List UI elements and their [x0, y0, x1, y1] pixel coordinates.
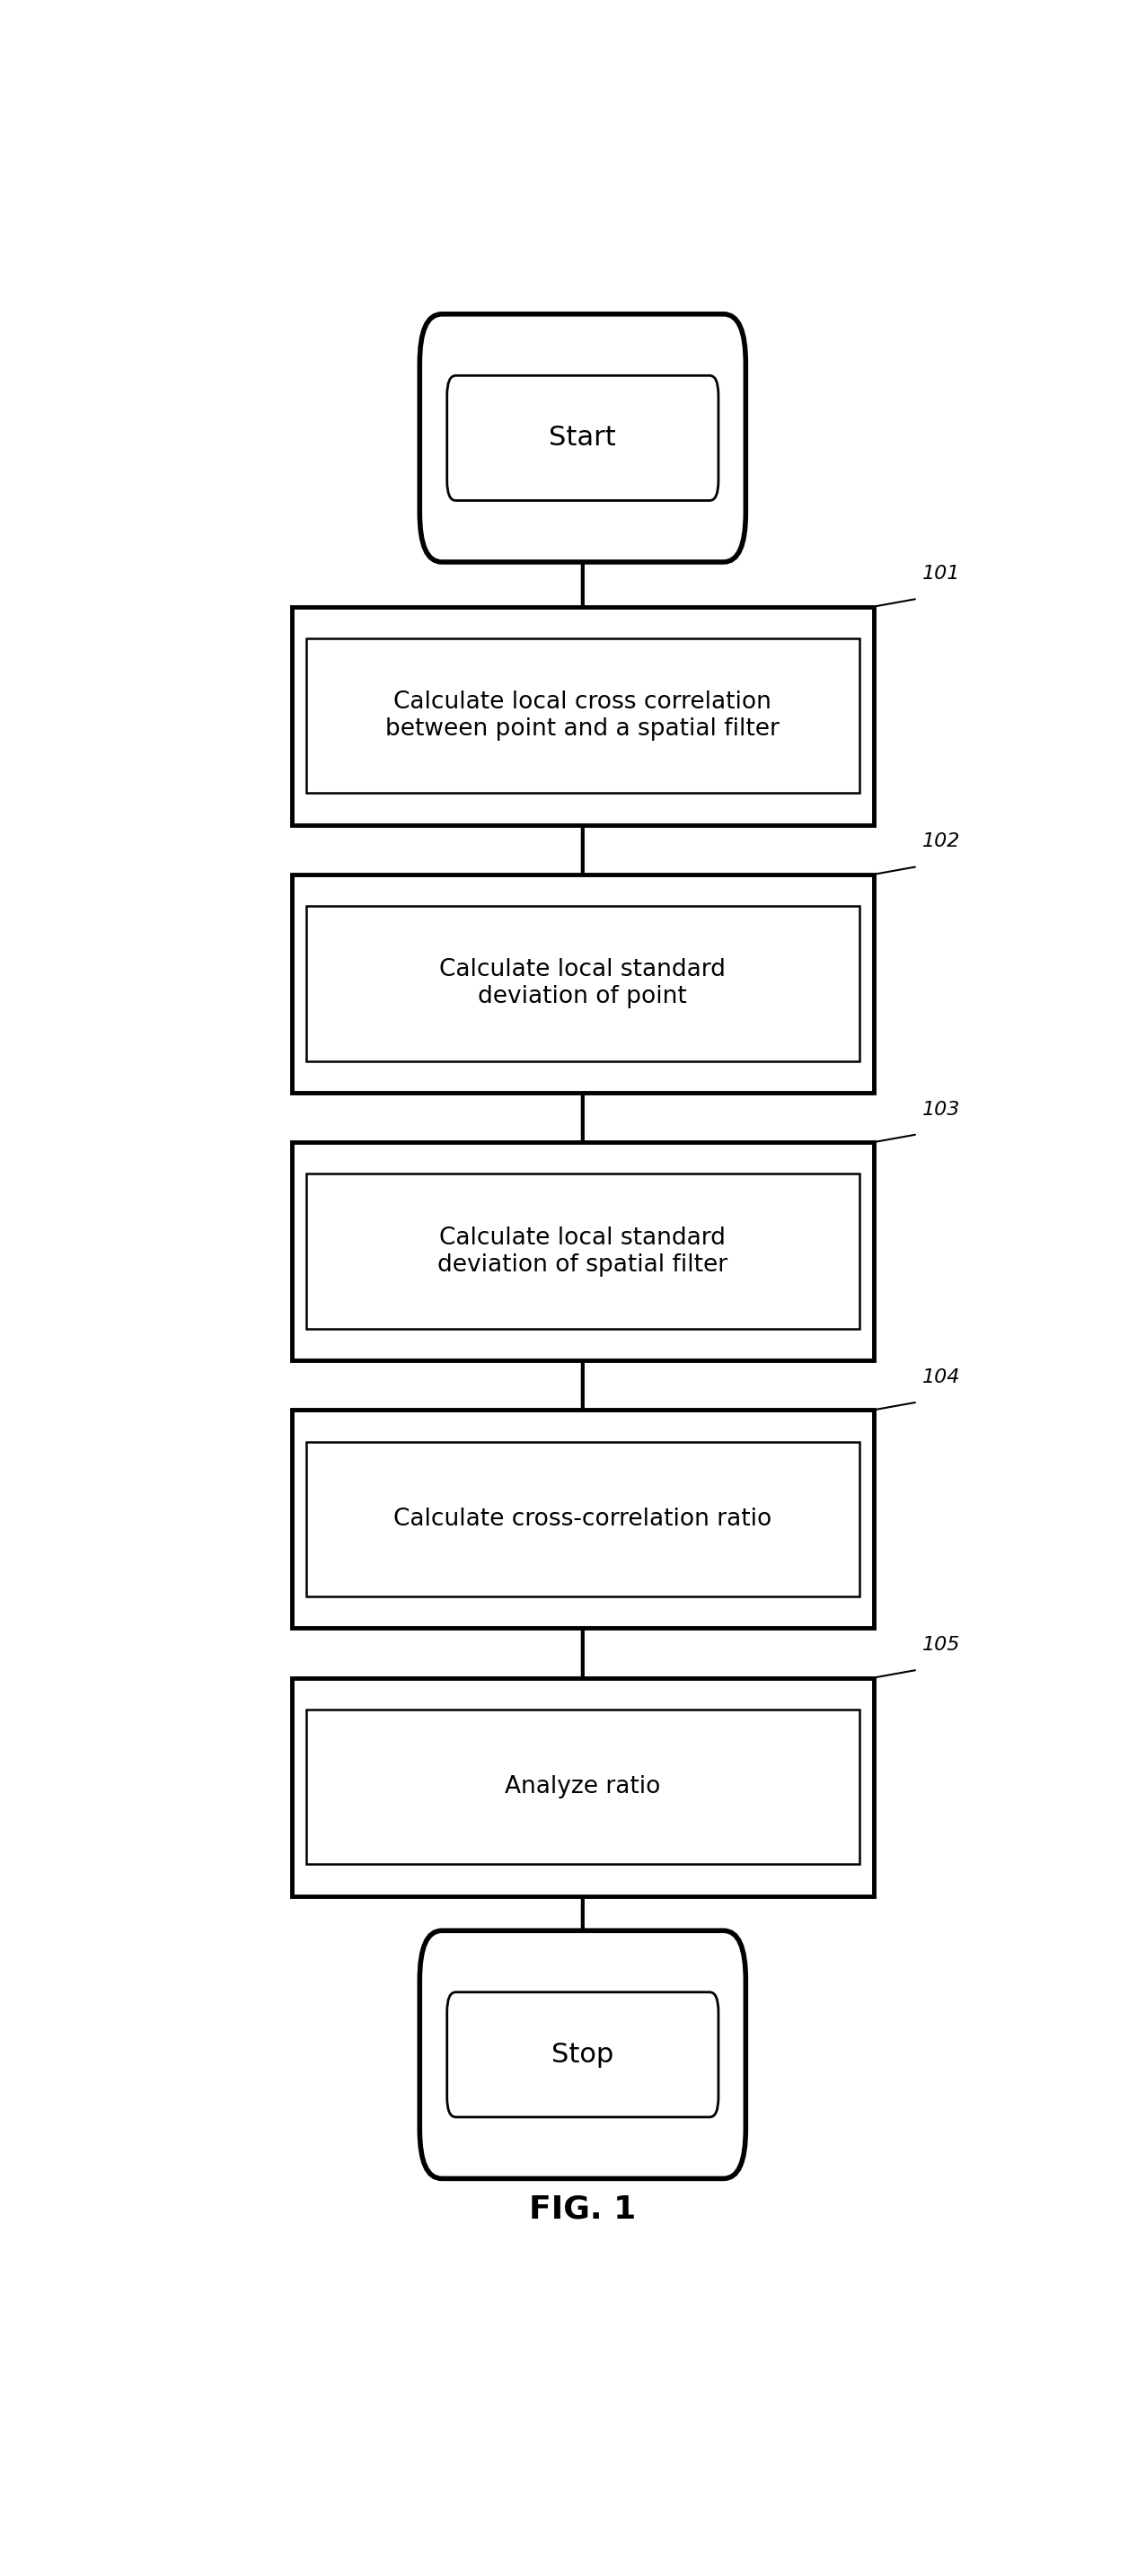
- Text: 102: 102: [922, 832, 960, 850]
- FancyBboxPatch shape: [420, 314, 746, 562]
- FancyBboxPatch shape: [292, 873, 873, 1092]
- FancyBboxPatch shape: [292, 1141, 873, 1360]
- FancyBboxPatch shape: [306, 907, 860, 1061]
- Text: Calculate local standard
deviation of point: Calculate local standard deviation of po…: [440, 958, 725, 1010]
- FancyBboxPatch shape: [447, 376, 719, 500]
- FancyBboxPatch shape: [306, 1175, 860, 1329]
- Text: 104: 104: [922, 1368, 960, 1386]
- FancyBboxPatch shape: [447, 1991, 719, 2117]
- Text: Analyze ratio: Analyze ratio: [505, 1775, 661, 1798]
- FancyBboxPatch shape: [292, 1677, 873, 1896]
- Text: Calculate local cross correlation
between point and a spatial filter: Calculate local cross correlation betwee…: [385, 690, 780, 742]
- Text: Calculate local standard
deviation of spatial filter: Calculate local standard deviation of sp…: [438, 1226, 728, 1278]
- FancyBboxPatch shape: [292, 1409, 873, 1628]
- Text: 103: 103: [922, 1100, 960, 1118]
- FancyBboxPatch shape: [306, 1443, 860, 1597]
- Text: Calculate cross-correlation ratio: Calculate cross-correlation ratio: [393, 1507, 772, 1530]
- Text: 101: 101: [922, 564, 960, 582]
- FancyBboxPatch shape: [292, 608, 873, 824]
- Text: Stop: Stop: [551, 2043, 614, 2069]
- FancyBboxPatch shape: [306, 1710, 860, 1865]
- FancyBboxPatch shape: [306, 639, 860, 793]
- Text: 105: 105: [922, 1636, 960, 1654]
- Text: Start: Start: [549, 425, 616, 451]
- FancyBboxPatch shape: [420, 1929, 746, 2179]
- Text: FIG. 1: FIG. 1: [529, 2195, 637, 2226]
